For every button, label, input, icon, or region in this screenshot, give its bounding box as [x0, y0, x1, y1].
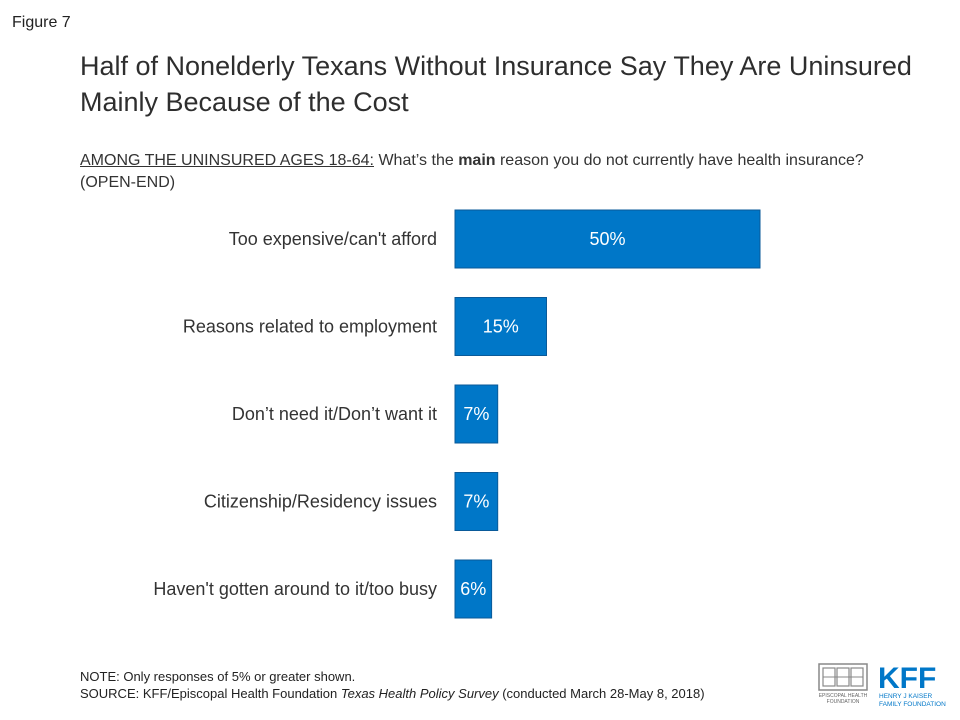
- ehf-logo-text-2: FOUNDATION: [827, 699, 860, 705]
- kff-logo-mark: KFF: [878, 662, 936, 695]
- data-label-haven-t-gotten-around-to-it-too-busy: 6%: [460, 579, 486, 599]
- data-label-citizenship-residency-issues: 7%: [463, 492, 489, 512]
- kff-logo-line2: FAMILY FOUNDATION: [879, 701, 946, 708]
- question-prefix: AMONG THE UNINSURED AGES 18-64:: [80, 152, 374, 169]
- figure-label: Figure 7: [12, 14, 71, 31]
- category-label-haven-t-gotten-around-to-it-too-busy: Haven't gotten around to it/too busy: [153, 579, 437, 599]
- data-label-don-t-need-it-don-t-want-it: 7%: [463, 404, 489, 424]
- chart-title: Half of Nonelderly Texans Without Insura…: [80, 51, 912, 117]
- bar-citizenship-residency-issues: [454, 472, 499, 531]
- source-prefix: SOURCE: KFF/Episcopal Health Foundation: [80, 686, 341, 701]
- source-line: SOURCE: KFF/Episcopal Health Foundation …: [80, 685, 705, 702]
- kff-logo: KFF HENRY J KAISER FAMILY FOUNDATION: [878, 662, 946, 708]
- data-label-too-expensive-can-t-afford: 50%: [589, 229, 625, 249]
- category-label-too-expensive-can-t-afford: Too expensive/can't afford: [229, 229, 437, 249]
- survey-question: AMONG THE UNINSURED AGES 18-64: What’s t…: [80, 150, 900, 194]
- data-label-reasons-related-to-employment: 15%: [483, 317, 519, 337]
- question-emphasis: main: [458, 152, 496, 169]
- source-survey-title: Texas Health Policy Survey: [340, 686, 499, 701]
- kff-logo-line1: HENRY J KAISER: [879, 693, 933, 700]
- bar-reasons-related-to-employment: [454, 297, 547, 356]
- question-text-part2: reason you do not currently have health …: [80, 152, 864, 191]
- bar-too-expensive-can-t-afford: [454, 209, 761, 269]
- bar-haven-t-gotten-around-to-it-too-busy: [454, 559, 493, 619]
- episcopal-health-foundation-logo: EPISCOPAL HEALTH FOUNDATION: [818, 663, 868, 705]
- ehf-logo-text-1: EPISCOPAL HEALTH: [819, 693, 868, 699]
- source-suffix: (conducted March 28-May 8, 2018): [498, 686, 705, 701]
- note-line: NOTE: Only responses of 5% or greater sh…: [80, 669, 356, 684]
- chart-footnote: NOTE: Only responses of 5% or greater sh…: [80, 668, 705, 702]
- category-label-citizenship-residency-issues: Citizenship/Residency issues: [204, 492, 437, 512]
- question-text-part1: What’s the: [374, 152, 459, 169]
- category-label-reasons-related-to-employment: Reasons related to employment: [183, 317, 437, 337]
- bar-don-t-need-it-don-t-want-it: [454, 384, 499, 444]
- category-label-don-t-need-it-don-t-want-it: Don’t need it/Don’t want it: [232, 404, 437, 424]
